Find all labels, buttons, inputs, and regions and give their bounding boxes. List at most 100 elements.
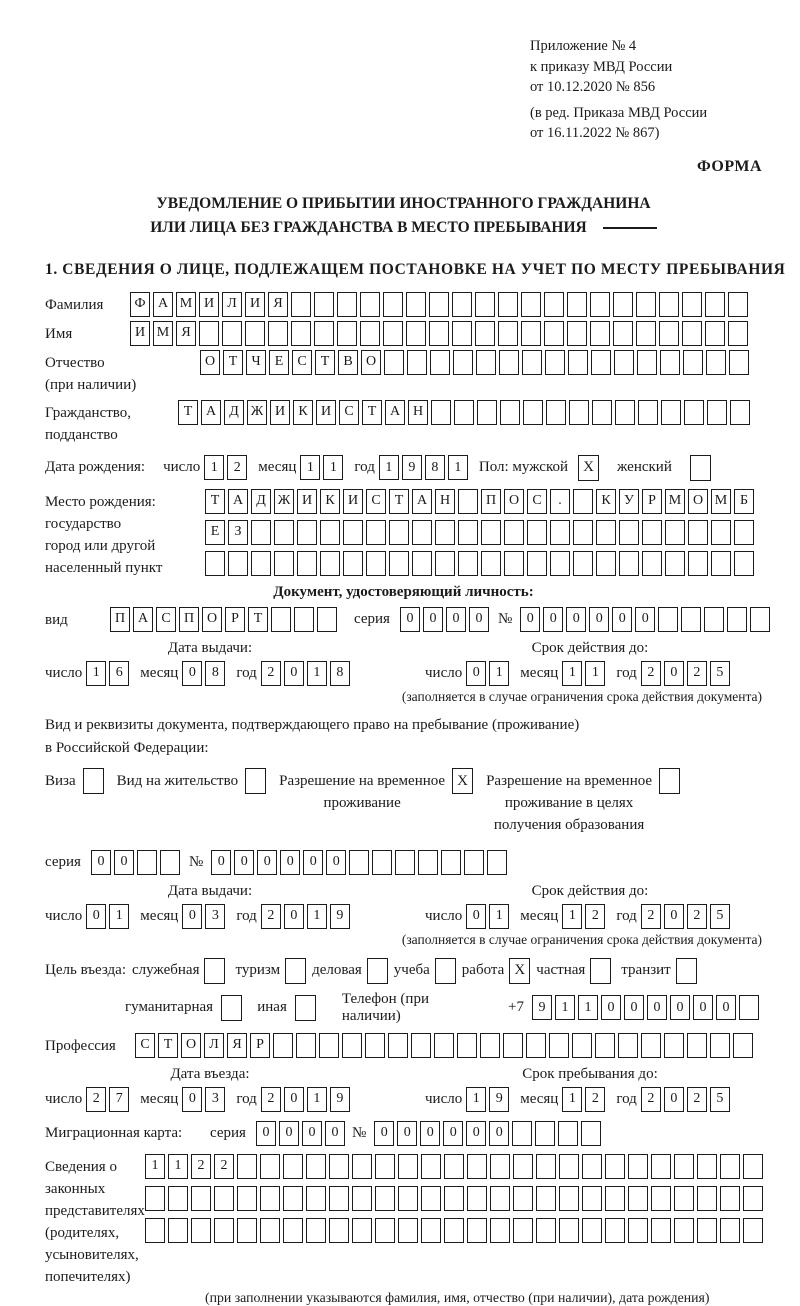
char-box[interactable] xyxy=(412,519,432,545)
char-box[interactable]: Р xyxy=(250,1032,270,1058)
char-box[interactable] xyxy=(697,1217,717,1243)
char-box[interactable] xyxy=(523,399,543,425)
char-box[interactable]: С xyxy=(339,399,359,425)
char-box[interactable] xyxy=(605,1153,625,1179)
char-box[interactable] xyxy=(549,1032,569,1058)
char-box[interactable] xyxy=(458,488,478,514)
char-box[interactable] xyxy=(297,519,317,545)
char-box[interactable] xyxy=(383,320,403,346)
char-box[interactable] xyxy=(641,1032,661,1058)
char-box[interactable] xyxy=(504,519,524,545)
char-box[interactable] xyxy=(613,291,633,317)
char-box[interactable] xyxy=(222,320,242,346)
char-box[interactable] xyxy=(572,1032,592,1058)
char-box[interactable] xyxy=(475,320,495,346)
char-box[interactable]: Я xyxy=(268,291,288,317)
char-box[interactable]: И xyxy=(199,291,219,317)
char-box[interactable]: Т xyxy=(362,399,382,425)
char-box[interactable]: 1 xyxy=(109,903,130,929)
char-box[interactable] xyxy=(628,1217,648,1243)
char-box[interactable]: И xyxy=(245,291,265,317)
char-box[interactable] xyxy=(398,1217,418,1243)
char-box[interactable]: Т xyxy=(389,488,409,514)
char-box[interactable] xyxy=(500,399,520,425)
char-box[interactable] xyxy=(297,550,317,576)
char-box[interactable] xyxy=(291,320,311,346)
char-box[interactable] xyxy=(274,519,294,545)
char-box[interactable] xyxy=(636,320,656,346)
char-box[interactable]: 3 xyxy=(205,1086,226,1112)
char-box[interactable] xyxy=(337,291,357,317)
char-box[interactable]: 1 xyxy=(585,660,606,686)
char-box[interactable]: 2 xyxy=(227,455,248,481)
char-box[interactable] xyxy=(421,1217,441,1243)
char-box[interactable] xyxy=(441,849,462,875)
char-box[interactable] xyxy=(687,1032,707,1058)
char-box[interactable]: И xyxy=(316,399,336,425)
char-box[interactable] xyxy=(522,349,542,375)
checkbox-female[interactable] xyxy=(689,454,711,481)
char-box[interactable]: 9 xyxy=(532,995,552,1021)
char-box[interactable] xyxy=(481,519,501,545)
checkbox-transit[interactable] xyxy=(675,957,697,984)
char-box[interactable] xyxy=(458,550,478,576)
char-box[interactable] xyxy=(145,1217,165,1243)
char-box[interactable] xyxy=(573,550,593,576)
char-box[interactable] xyxy=(435,519,455,545)
char-box[interactable] xyxy=(559,1185,579,1211)
char-box[interactable] xyxy=(605,1185,625,1211)
char-box[interactable]: 0 xyxy=(693,995,713,1021)
char-box[interactable]: 0 xyxy=(278,1120,299,1146)
char-box[interactable] xyxy=(320,550,340,576)
char-box[interactable]: П xyxy=(110,606,130,632)
char-box[interactable] xyxy=(613,320,633,346)
char-box[interactable] xyxy=(191,1185,211,1211)
char-box[interactable] xyxy=(314,291,334,317)
char-box[interactable] xyxy=(750,606,771,632)
char-box[interactable]: А xyxy=(412,488,432,514)
char-box[interactable]: С xyxy=(135,1032,155,1058)
char-box[interactable]: 1 xyxy=(378,455,399,481)
char-box[interactable]: 0 xyxy=(283,1086,304,1112)
char-box[interactable] xyxy=(444,1153,464,1179)
char-box[interactable]: Т xyxy=(158,1032,178,1058)
char-box[interactable] xyxy=(591,349,611,375)
char-box[interactable]: 2 xyxy=(260,903,281,929)
char-box[interactable] xyxy=(352,1185,372,1211)
char-box[interactable] xyxy=(434,1032,454,1058)
char-box[interactable] xyxy=(711,550,731,576)
char-box[interactable]: А xyxy=(133,606,153,632)
char-box[interactable]: 0 xyxy=(635,606,656,632)
char-box[interactable] xyxy=(435,550,455,576)
char-box[interactable] xyxy=(582,1153,602,1179)
char-box[interactable]: 2 xyxy=(260,1086,281,1112)
char-box[interactable] xyxy=(306,1185,326,1211)
char-box[interactable] xyxy=(388,1032,408,1058)
char-box[interactable] xyxy=(343,519,363,545)
char-box[interactable] xyxy=(513,1153,533,1179)
char-box[interactable]: 6 xyxy=(109,660,130,686)
char-box[interactable] xyxy=(546,399,566,425)
char-box[interactable] xyxy=(360,291,380,317)
char-box[interactable]: 1 xyxy=(86,660,107,686)
char-box[interactable] xyxy=(582,1185,602,1211)
char-box[interactable] xyxy=(260,1217,280,1243)
char-box[interactable] xyxy=(314,320,334,346)
char-box[interactable]: С xyxy=(156,606,176,632)
char-box[interactable] xyxy=(743,1185,763,1211)
char-box[interactable] xyxy=(605,1217,625,1243)
char-box[interactable] xyxy=(569,399,589,425)
char-box[interactable] xyxy=(407,349,427,375)
char-box[interactable] xyxy=(329,1153,349,1179)
char-box[interactable]: 5 xyxy=(709,903,730,929)
char-box[interactable] xyxy=(366,519,386,545)
char-box[interactable]: 0 xyxy=(283,660,304,686)
char-box[interactable]: И xyxy=(297,488,317,514)
char-box[interactable]: 2 xyxy=(86,1086,107,1112)
char-box[interactable]: 2 xyxy=(640,660,661,686)
char-box[interactable] xyxy=(651,1217,671,1243)
char-box[interactable] xyxy=(398,1185,418,1211)
checkbox-male[interactable]: X xyxy=(578,454,600,481)
char-box[interactable] xyxy=(596,519,616,545)
char-box[interactable] xyxy=(475,291,495,317)
